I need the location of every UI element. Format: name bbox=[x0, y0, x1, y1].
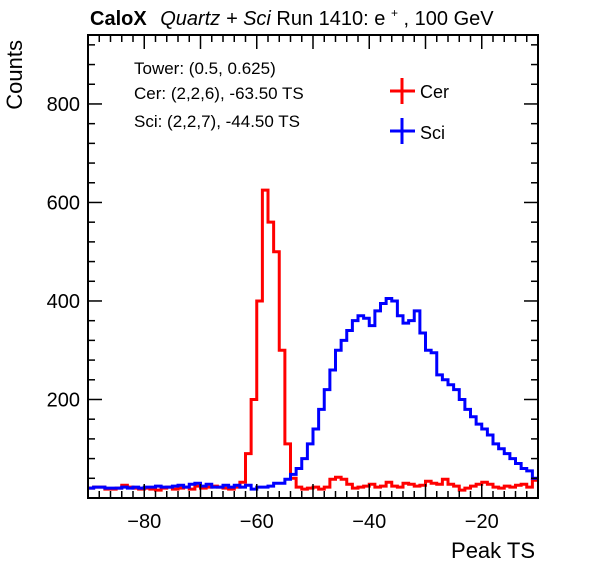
x-tick-label: −80 bbox=[127, 511, 161, 533]
x-tick-label: −40 bbox=[352, 511, 386, 533]
y-tick-label: 200 bbox=[47, 389, 80, 411]
y-tick-label: 400 bbox=[47, 291, 80, 313]
legend-label-cer: Cer bbox=[420, 82, 449, 102]
info-line-sci: Sci: (2,2,7), -44.50 TS bbox=[134, 112, 300, 131]
title-superscript: + bbox=[391, 6, 398, 20]
title-brand: CaloX bbox=[90, 8, 147, 30]
series-line-sci bbox=[88, 297, 538, 491]
title-run: Run 1410: e bbox=[276, 8, 385, 30]
ticks-layer: −80 −60 −40 −20 200 400 600 800 bbox=[47, 35, 539, 533]
series-layer bbox=[88, 188, 538, 492]
legend-label-sci: Sci bbox=[420, 123, 445, 143]
info-line-tower: Tower: (0.5, 0.625) bbox=[134, 59, 276, 78]
y-axis-label: Counts bbox=[2, 40, 27, 110]
info-line-cer: Cer: (2,2,6), -63.50 TS bbox=[134, 84, 304, 103]
x-axis-label: Peak TS bbox=[451, 538, 535, 563]
x-tick-label: −60 bbox=[240, 511, 274, 533]
legend-entry-sci: Sci bbox=[390, 118, 445, 144]
title-tail: , 100 GeV bbox=[404, 8, 495, 30]
title-subtitle: Quartz + Sci bbox=[160, 8, 271, 30]
legend-entry-cer: Cer bbox=[390, 78, 449, 104]
y-tick-label: 800 bbox=[47, 94, 80, 116]
svg-text:CaloX Quartz + Sci: CaloX Quartz + Sci Run 1410: e + , 100 G… bbox=[90, 0, 494, 30]
chart-title: CaloX Quartz + Sci Run 1410: e + , 100 G… bbox=[90, 0, 494, 30]
x-tick-label: −20 bbox=[465, 511, 499, 533]
legend: Cer Sci bbox=[390, 78, 449, 144]
y-tick-label: 600 bbox=[47, 192, 80, 214]
info-box: Tower: (0.5, 0.625) Cer: (2,2,6), -63.50… bbox=[134, 59, 304, 131]
